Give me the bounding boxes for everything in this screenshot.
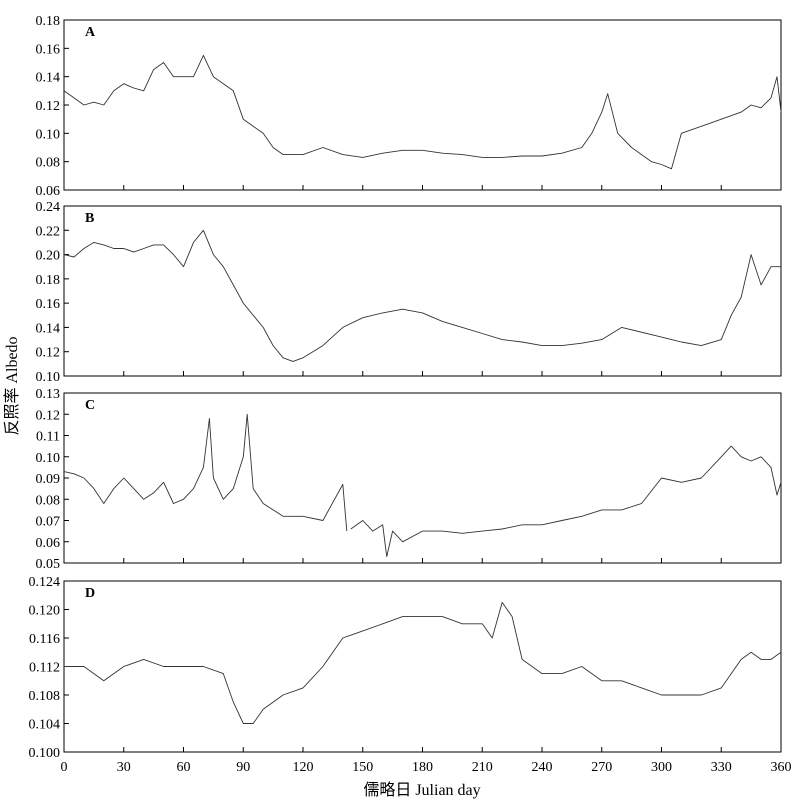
panel-a-ytick-label: 0.10 — [36, 127, 61, 142]
panel-a-series-line-0 — [63, 54, 782, 170]
panel-d-ytick-label: 0.124 — [29, 575, 61, 590]
panel-c-ytick-label: 0.12 — [36, 408, 61, 423]
panel-b-ytick-label: 0.18 — [36, 273, 61, 288]
panel-d-label: D — [85, 586, 95, 601]
panel-d-ytick-label: 0.116 — [29, 632, 60, 647]
panel-d-xtick-label: 360 — [771, 760, 792, 775]
panel-c-ytick-label: 0.07 — [36, 515, 61, 530]
panel-b-ytick-label: 0.14 — [36, 321, 61, 336]
panel-d-xtick-label: 300 — [651, 760, 672, 775]
panel-d-xtick-label: 180 — [412, 760, 433, 775]
panel-d-xtick-label: 210 — [472, 760, 493, 775]
panel-a-ytick-label: 0.12 — [36, 99, 61, 114]
panel-b-frame — [63, 205, 782, 377]
panel-d-xtick-label: 240 — [532, 760, 553, 775]
panel-d-xtick-label: 90 — [236, 760, 250, 775]
panel-b-label: B — [85, 211, 94, 226]
panel-d-ytick-label: 0.120 — [29, 604, 61, 619]
panel-d-xtick-label: 330 — [711, 760, 732, 775]
panel-d-xtick-label: 270 — [591, 760, 612, 775]
panel-d-xtick-label: 120 — [293, 760, 314, 775]
panel-b-ytick-label: 0.12 — [36, 346, 61, 361]
panel-a-frame — [63, 19, 782, 191]
panel-c-ytick-label: 0.13 — [36, 387, 61, 402]
panel-a-ytick-label: 0.18 — [36, 14, 61, 29]
panel-c-series-line-0 — [63, 413, 348, 532]
panel-d-xtick-label: 60 — [177, 760, 191, 775]
panel-c-ytick-label: 0.05 — [36, 557, 61, 572]
panel-a-ytick-label: 0.08 — [36, 156, 61, 171]
y-axis-label: 反照率 Albedo — [3, 336, 21, 435]
panel-b-ytick-label: 0.24 — [36, 200, 61, 215]
panel-a-ytick-label: 0.16 — [36, 42, 61, 57]
panel-d-xtick-label: 150 — [352, 760, 373, 775]
panel-d-ytick-label: 0.108 — [29, 689, 61, 704]
panel-d-ytick-label: 0.112 — [29, 661, 60, 676]
panel-c-ytick-label: 0.11 — [36, 430, 60, 445]
panel-b-ytick-label: 0.20 — [36, 249, 61, 264]
panel-c-ytick-label: 0.06 — [36, 536, 61, 551]
panel-c-frame — [63, 392, 782, 564]
panel-b-ytick-label: 0.16 — [36, 297, 61, 312]
panel-b-ytick-label: 0.10 — [36, 370, 61, 385]
panel-a-label: A — [85, 25, 96, 40]
panel-c-label: C — [85, 398, 95, 413]
panel-a-ytick-label: 0.06 — [36, 184, 61, 199]
panel-d-xtick-label: 0 — [61, 760, 68, 775]
panel-b-ytick-label: 0.22 — [36, 224, 61, 239]
panel-c-ytick-label: 0.09 — [36, 472, 61, 487]
x-axis-label: 儒略日 Julian day — [363, 781, 480, 799]
panel-b-series-line-0 — [63, 229, 781, 362]
panel-c-ytick-label: 0.10 — [36, 451, 61, 466]
panel-d-xtick-label: 30 — [117, 760, 131, 775]
panel-d-series-line-0 — [64, 601, 782, 724]
panel-c-series-line-1 — [350, 445, 782, 558]
panel-a-ytick-label: 0.14 — [36, 71, 61, 86]
panel-c-ytick-label: 0.08 — [36, 493, 61, 508]
panel-d-ytick-label: 0.104 — [29, 718, 61, 733]
panel-d-ytick-label: 0.100 — [29, 746, 61, 761]
